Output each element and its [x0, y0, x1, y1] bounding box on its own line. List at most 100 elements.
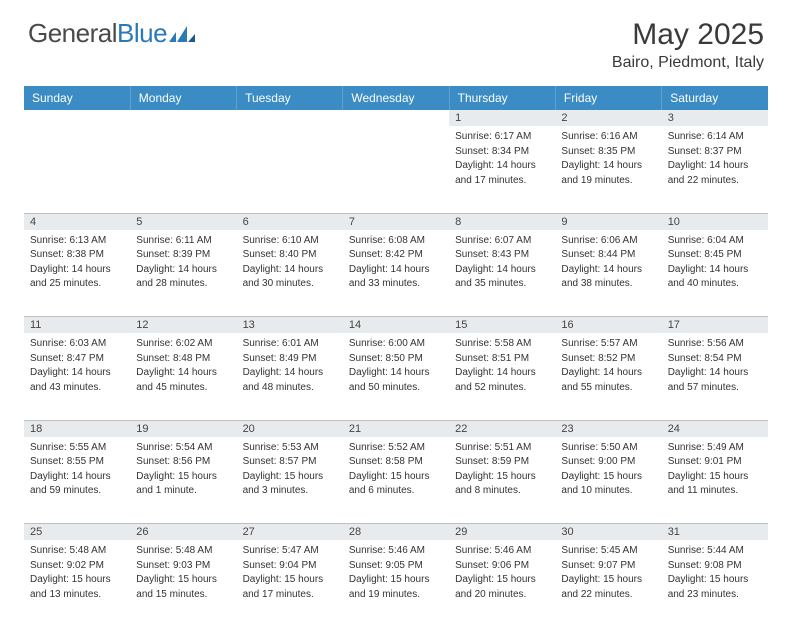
day-number: 5 [136, 216, 142, 228]
daylight-text: Daylight: 14 hours [30, 263, 124, 277]
daylight-text: Daylight: 14 hours [561, 159, 655, 173]
daylight-text: and 1 minute. [136, 484, 230, 498]
daylight-text: and 50 minutes. [349, 381, 443, 395]
daylight-text: Daylight: 15 hours [668, 573, 762, 587]
day-number-cell: 6 [237, 213, 343, 230]
sunrise-text: Sunrise: 5:56 AM [668, 337, 762, 351]
sunrise-text: Sunrise: 6:11 AM [136, 234, 230, 248]
day-details: Sunrise: 6:06 AMSunset: 8:44 PMDaylight:… [555, 230, 661, 291]
daylight-text: Daylight: 15 hours [561, 470, 655, 484]
sunrise-text: Sunrise: 5:50 AM [561, 441, 655, 455]
page-header: GeneralBlue May 2025 Bairo, Piedmont, It… [0, 0, 792, 80]
day-cell: Sunrise: 6:06 AMSunset: 8:44 PMDaylight:… [555, 230, 661, 317]
day-number-cell [130, 110, 236, 126]
day-cell: Sunrise: 5:50 AMSunset: 9:00 PMDaylight:… [555, 437, 661, 524]
daylight-text: Daylight: 14 hours [668, 366, 762, 380]
day-number-cell [237, 110, 343, 126]
daylight-text: and 15 minutes. [136, 588, 230, 602]
sunset-text: Sunset: 9:06 PM [455, 559, 549, 573]
sunset-text: Sunset: 9:04 PM [243, 559, 337, 573]
day-number-cell: 10 [662, 213, 768, 230]
day-cell: Sunrise: 5:53 AMSunset: 8:57 PMDaylight:… [237, 437, 343, 524]
day-details: Sunrise: 5:46 AMSunset: 9:05 PMDaylight:… [343, 540, 449, 601]
day-details: Sunrise: 6:14 AMSunset: 8:37 PMDaylight:… [662, 126, 768, 187]
daylight-text: and 59 minutes. [30, 484, 124, 498]
day-details: Sunrise: 6:02 AMSunset: 8:48 PMDaylight:… [130, 333, 236, 394]
location-subtitle: Bairo, Piedmont, Italy [612, 54, 764, 72]
sunrise-text: Sunrise: 5:55 AM [30, 441, 124, 455]
daylight-text: Daylight: 14 hours [455, 263, 549, 277]
sunrise-text: Sunrise: 5:46 AM [455, 544, 549, 558]
day-details: Sunrise: 6:16 AMSunset: 8:35 PMDaylight:… [555, 126, 661, 187]
day-cell: Sunrise: 5:48 AMSunset: 9:03 PMDaylight:… [130, 540, 236, 627]
sunset-text: Sunset: 8:44 PM [561, 248, 655, 262]
day-details: Sunrise: 6:13 AMSunset: 8:38 PMDaylight:… [24, 230, 130, 291]
daylight-text: Daylight: 14 hours [668, 263, 762, 277]
day-number-cell [343, 110, 449, 126]
day-details: Sunrise: 5:51 AMSunset: 8:59 PMDaylight:… [449, 437, 555, 498]
day-cell: Sunrise: 6:03 AMSunset: 8:47 PMDaylight:… [24, 333, 130, 420]
day-cell: Sunrise: 6:14 AMSunset: 8:37 PMDaylight:… [662, 126, 768, 213]
day-details: Sunrise: 6:11 AMSunset: 8:39 PMDaylight:… [130, 230, 236, 291]
day-cell: Sunrise: 5:58 AMSunset: 8:51 PMDaylight:… [449, 333, 555, 420]
day-cell: Sunrise: 5:51 AMSunset: 8:59 PMDaylight:… [449, 437, 555, 524]
month-title: May 2025 [612, 18, 764, 52]
title-block: May 2025 Bairo, Piedmont, Italy [612, 18, 764, 72]
daylight-text: and 6 minutes. [349, 484, 443, 498]
sunset-text: Sunset: 8:34 PM [455, 145, 549, 159]
sunrise-text: Sunrise: 5:47 AM [243, 544, 337, 558]
daylight-text: Daylight: 14 hours [243, 366, 337, 380]
day-details: Sunrise: 5:49 AMSunset: 9:01 PMDaylight:… [662, 437, 768, 498]
sunset-text: Sunset: 9:00 PM [561, 455, 655, 469]
sunset-text: Sunset: 9:03 PM [136, 559, 230, 573]
weekday-header: Sunday [24, 86, 130, 110]
day-number: 30 [561, 526, 573, 538]
day-details: Sunrise: 5:56 AMSunset: 8:54 PMDaylight:… [662, 333, 768, 394]
sunrise-text: Sunrise: 5:44 AM [668, 544, 762, 558]
day-number-cell: 4 [24, 213, 130, 230]
day-cell: Sunrise: 5:48 AMSunset: 9:02 PMDaylight:… [24, 540, 130, 627]
daylight-text: and 8 minutes. [455, 484, 549, 498]
daylight-text: and 11 minutes. [668, 484, 762, 498]
sunset-text: Sunset: 9:07 PM [561, 559, 655, 573]
day-cell: Sunrise: 5:49 AMSunset: 9:01 PMDaylight:… [662, 437, 768, 524]
day-cell: Sunrise: 6:10 AMSunset: 8:40 PMDaylight:… [237, 230, 343, 317]
sunrise-text: Sunrise: 6:00 AM [349, 337, 443, 351]
day-number-cell: 29 [449, 524, 555, 541]
daylight-text: and 17 minutes. [455, 174, 549, 188]
sunset-text: Sunset: 8:55 PM [30, 455, 124, 469]
day-number-cell: 11 [24, 317, 130, 334]
sunset-text: Sunset: 8:37 PM [668, 145, 762, 159]
sunset-text: Sunset: 9:08 PM [668, 559, 762, 573]
day-number: 19 [136, 423, 148, 435]
sunset-text: Sunset: 9:01 PM [668, 455, 762, 469]
day-number: 1 [455, 112, 461, 124]
sunrise-text: Sunrise: 6:16 AM [561, 130, 655, 144]
day-details: Sunrise: 5:45 AMSunset: 9:07 PMDaylight:… [555, 540, 661, 601]
day-cell [130, 126, 236, 213]
day-cell: Sunrise: 5:47 AMSunset: 9:04 PMDaylight:… [237, 540, 343, 627]
daylight-text: Daylight: 14 hours [136, 263, 230, 277]
day-cell: Sunrise: 6:17 AMSunset: 8:34 PMDaylight:… [449, 126, 555, 213]
day-cell: Sunrise: 6:01 AMSunset: 8:49 PMDaylight:… [237, 333, 343, 420]
day-number: 21 [349, 423, 361, 435]
sunrise-text: Sunrise: 5:51 AM [455, 441, 549, 455]
day-number-cell: 23 [555, 420, 661, 437]
day-number-cell: 9 [555, 213, 661, 230]
daylight-text: Daylight: 15 hours [668, 470, 762, 484]
day-details: Sunrise: 5:50 AMSunset: 9:00 PMDaylight:… [555, 437, 661, 498]
day-number-cell: 17 [662, 317, 768, 334]
daylight-text: and 25 minutes. [30, 277, 124, 291]
day-number: 29 [455, 526, 467, 538]
day-number-cell: 5 [130, 213, 236, 230]
day-cell: Sunrise: 5:45 AMSunset: 9:07 PMDaylight:… [555, 540, 661, 627]
daylight-text: Daylight: 14 hours [561, 263, 655, 277]
day-cell: Sunrise: 6:00 AMSunset: 8:50 PMDaylight:… [343, 333, 449, 420]
daylight-text: and 43 minutes. [30, 381, 124, 395]
week-row: Sunrise: 6:03 AMSunset: 8:47 PMDaylight:… [24, 333, 768, 420]
day-number-row: 45678910 [24, 213, 768, 230]
week-row: Sunrise: 6:13 AMSunset: 8:38 PMDaylight:… [24, 230, 768, 317]
sunset-text: Sunset: 8:39 PM [136, 248, 230, 262]
day-details: Sunrise: 6:08 AMSunset: 8:42 PMDaylight:… [343, 230, 449, 291]
day-details: Sunrise: 5:46 AMSunset: 9:06 PMDaylight:… [449, 540, 555, 601]
